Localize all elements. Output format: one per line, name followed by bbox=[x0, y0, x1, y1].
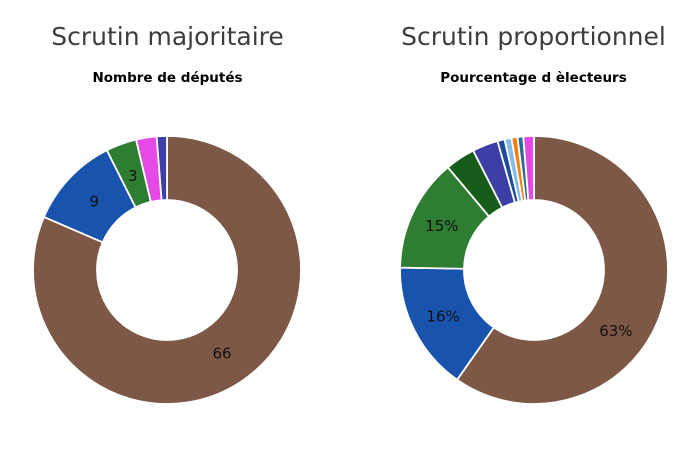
right-chart-subtitle: Pourcentage d èlecteurs bbox=[440, 70, 627, 86]
pie-slice-indigo bbox=[155, 135, 168, 202]
slice-label-green: 3 bbox=[128, 167, 138, 185]
pie-slice-magenta bbox=[522, 135, 535, 202]
slice-label-brown: 63% bbox=[599, 322, 632, 340]
left-chart-title: Scrutin majoritaire bbox=[51, 22, 284, 51]
pie-slice-brown bbox=[456, 135, 669, 405]
donut-chart-majoritaire: 66 9 3 bbox=[32, 135, 302, 405]
pie-slice-brown bbox=[32, 135, 302, 405]
left-chart-subtitle: Nombre de députés bbox=[92, 70, 243, 86]
right-chart-title: Scrutin proportionnel bbox=[401, 22, 666, 51]
slice-label-brown: 66 bbox=[212, 345, 231, 363]
slice-label-blue: 9 bbox=[90, 192, 100, 210]
slice-label-blue: 16% bbox=[426, 307, 459, 325]
donut-chart-proportionnel: 63% 16% 15% bbox=[399, 135, 669, 405]
slice-label-green: 15% bbox=[425, 217, 458, 235]
